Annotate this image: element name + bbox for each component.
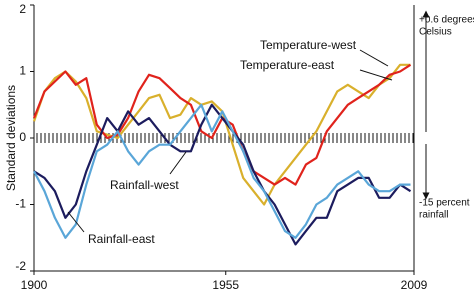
y-tick-label: 0 [19, 130, 26, 144]
scale-note: rainfall [419, 210, 448, 221]
x-tick-label: 2009 [401, 278, 428, 292]
label-leader [169, 151, 187, 175]
y-tick-label: 1 [19, 64, 26, 78]
x-tick-label: 1900 [21, 278, 48, 292]
y-tick-label: -2 [15, 259, 26, 273]
y-tick-label: 2 [19, 2, 26, 16]
series-label: Temperature-east [240, 58, 335, 72]
scale-note: -15 percent [419, 198, 470, 209]
scale-note: +0.6 degrees [419, 15, 474, 26]
series-line [33, 103, 411, 239]
series-label: Rainfall-west [110, 178, 179, 192]
scale-note: Celsius [419, 27, 452, 38]
series-label: Temperature-west [260, 38, 357, 52]
series-line [32, 63, 412, 186]
series-label: Rainfall-east [88, 232, 155, 246]
label-leader [67, 211, 85, 233]
y-tick-label: -1 [15, 197, 26, 211]
label-leader [359, 69, 393, 81]
series-line [33, 103, 412, 246]
x-tick-label: 1955 [212, 278, 239, 292]
y-axis-label: Standard deviations [4, 85, 18, 191]
label-leader [359, 49, 389, 67]
zero-hatch [34, 133, 414, 143]
